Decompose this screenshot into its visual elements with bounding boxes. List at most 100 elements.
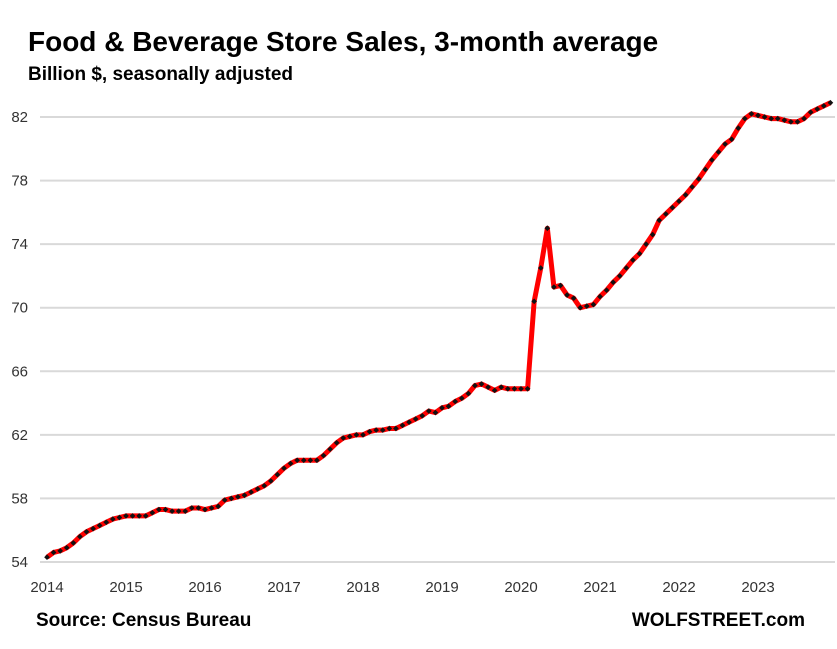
data-point [505, 385, 511, 392]
data-point [103, 519, 110, 526]
data-point [327, 446, 333, 452]
data-point [577, 304, 584, 311]
data-point [695, 176, 702, 182]
data-point [623, 265, 630, 271]
data-point [320, 452, 327, 459]
x-tick-label: 2014 [30, 579, 63, 596]
data-point [360, 432, 366, 438]
data-point [235, 494, 241, 500]
data-point [182, 508, 189, 514]
data-point [439, 405, 445, 411]
data-point [564, 292, 570, 298]
data-point [663, 211, 669, 217]
x-tick-label: 2021 [583, 579, 616, 596]
y-tick-label: 62 [11, 427, 28, 444]
data-point [590, 301, 597, 308]
data-point [50, 549, 57, 556]
data-point [630, 257, 636, 263]
data-point [537, 265, 544, 271]
data-point [274, 471, 281, 478]
data-point [774, 115, 781, 122]
data-point [755, 112, 761, 119]
data-point [794, 118, 801, 125]
data-point [689, 184, 695, 190]
data-point [215, 503, 221, 510]
data-point [584, 303, 590, 309]
data-point [353, 432, 360, 438]
data-point [742, 115, 748, 122]
data-point [491, 387, 498, 394]
data-point [248, 489, 254, 495]
y-tick-label: 66 [11, 363, 28, 380]
data-point [406, 419, 412, 425]
data-point [452, 398, 458, 405]
data-point [821, 103, 827, 109]
data-point [294, 457, 300, 464]
data-point [169, 508, 175, 514]
data-point [228, 495, 235, 502]
data-point [498, 384, 505, 391]
data-point [379, 427, 386, 433]
data-point [557, 282, 564, 289]
data-point [807, 109, 814, 116]
data-point [268, 478, 274, 484]
data-point [241, 492, 248, 499]
data-point [129, 513, 136, 519]
y-tick-label: 78 [11, 173, 28, 190]
data-point [669, 204, 676, 211]
data-point [610, 279, 616, 286]
data-point [419, 412, 426, 419]
x-tick-label: 2016 [188, 579, 221, 596]
x-tick-label: 2019 [425, 579, 458, 596]
data-point [142, 513, 149, 519]
data-point [162, 506, 169, 513]
data-point [788, 118, 794, 125]
data-point [373, 427, 379, 433]
data-point [156, 506, 162, 513]
data-point [709, 157, 715, 163]
data-point [478, 381, 485, 387]
data-point [814, 106, 821, 112]
data-point [399, 422, 406, 429]
data-point [597, 293, 603, 300]
data-point [221, 497, 228, 503]
data-point [781, 117, 788, 124]
data-point [386, 425, 393, 432]
data-point [524, 385, 531, 392]
data-point [761, 114, 768, 120]
data-point [136, 513, 142, 519]
chart-title: Food & Beverage Store Sales, 3-month ave… [28, 26, 659, 57]
data-point [801, 115, 807, 122]
data-point [189, 505, 195, 511]
x-tick-label: 2023 [741, 579, 774, 596]
y-tick-label: 70 [11, 300, 28, 317]
data-point [465, 390, 472, 397]
data-point [649, 231, 656, 238]
data-point [96, 522, 103, 529]
data-point [110, 516, 116, 522]
data-point [544, 225, 551, 232]
data-point [676, 198, 682, 205]
data-point [570, 295, 577, 302]
data-point [70, 540, 77, 546]
data-point [393, 425, 399, 432]
data-point [314, 457, 320, 464]
data-point [347, 433, 353, 440]
data-point [715, 149, 722, 155]
y-tick-label: 74 [11, 236, 28, 253]
data-point [366, 428, 373, 435]
x-tick-label: 2018 [346, 579, 379, 596]
data-point [827, 99, 834, 106]
x-tick-label: 2022 [662, 579, 695, 596]
data-point [603, 287, 610, 294]
data-point [307, 457, 314, 464]
data-point [616, 273, 623, 279]
data-point [728, 136, 735, 143]
data-point [531, 298, 537, 305]
x-tick-label: 2017 [267, 579, 300, 596]
data-point [511, 385, 518, 392]
brand-label: WOLFSTREET.com [631, 610, 805, 631]
data-point [472, 382, 478, 389]
data-point [768, 115, 774, 122]
source-note: Source: Census Bureau [36, 610, 252, 631]
